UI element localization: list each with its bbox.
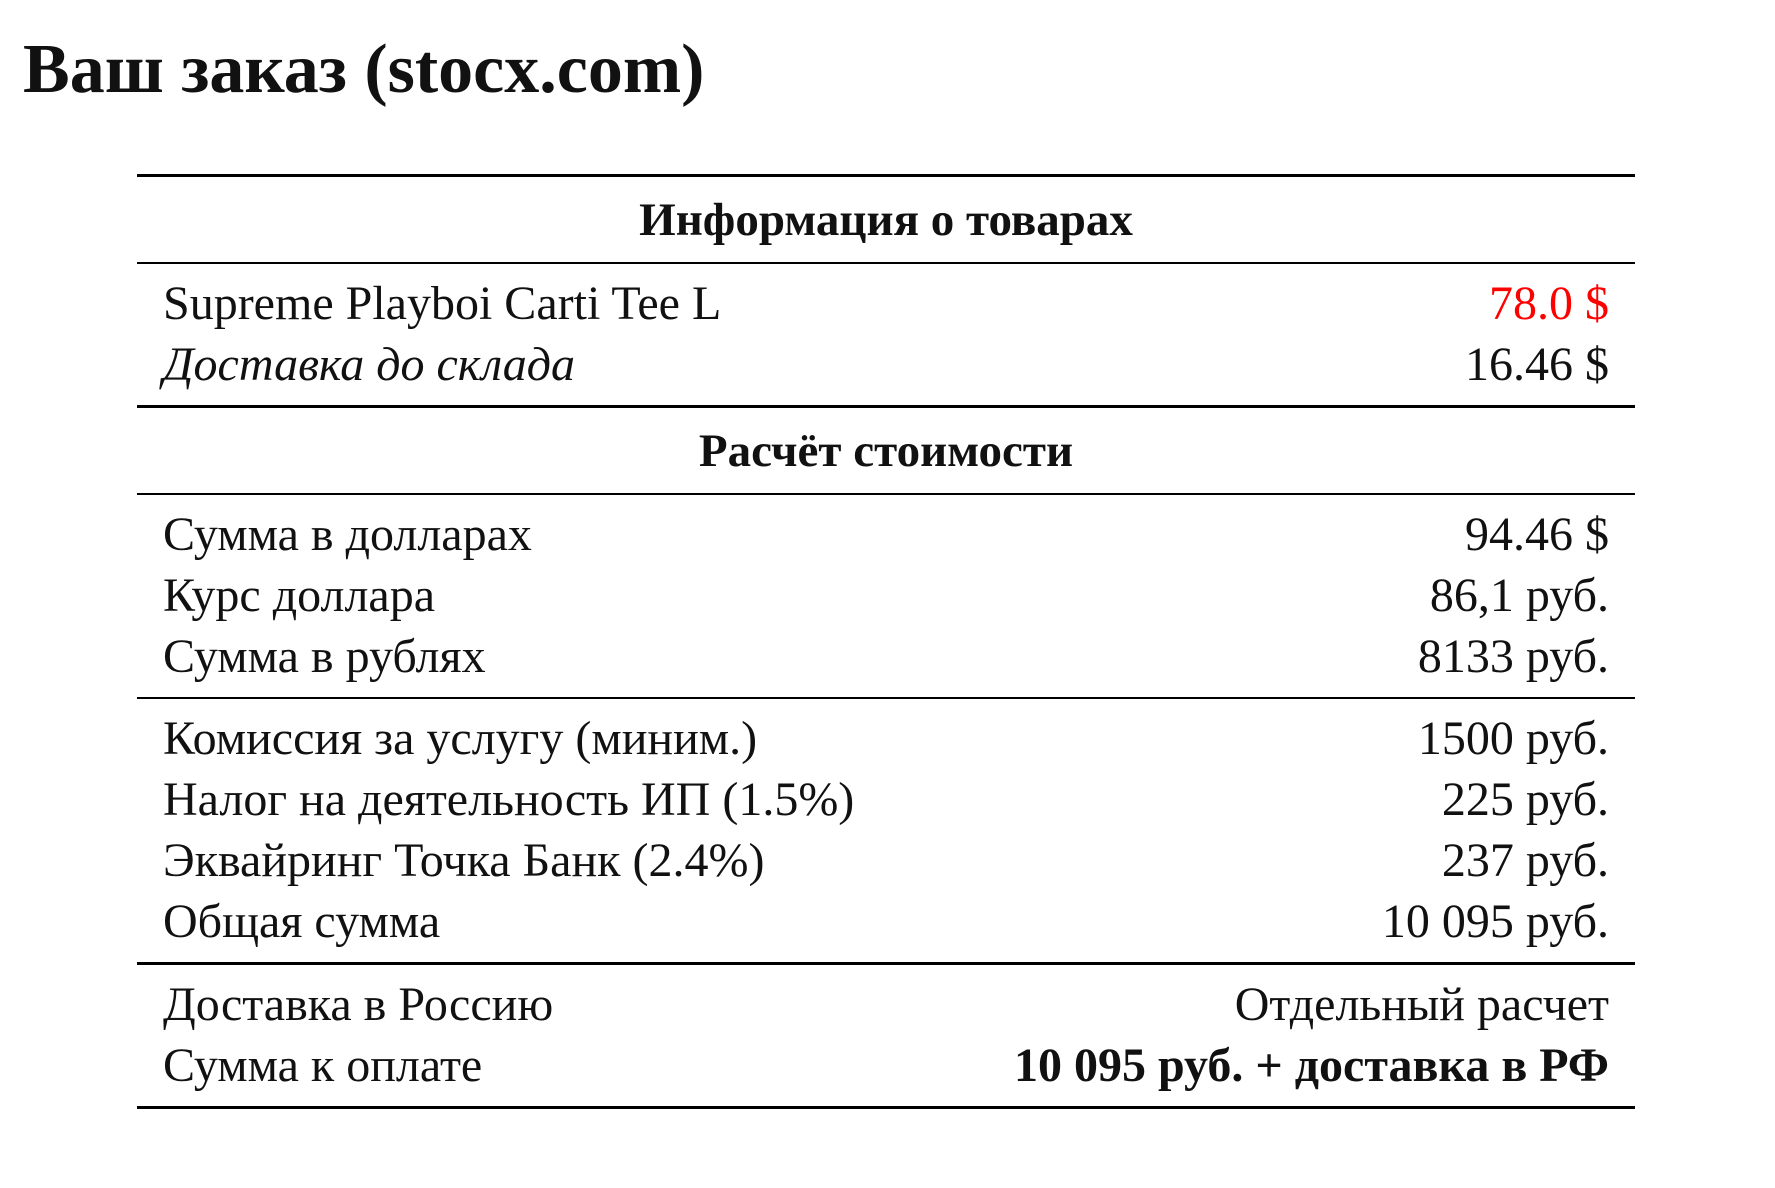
row-label: Сумма к оплате — [163, 1039, 483, 1092]
table-row: Комиссия за услугу (миним.) 1500 руб. — [137, 708, 1635, 769]
warehouse-shipping-label: Доставка до склада — [163, 338, 575, 391]
row-value: 1500 руб. — [1417, 712, 1609, 765]
item-name: Supreme Playboi Carti Tee L — [163, 277, 722, 330]
row-label: Курс доллара — [163, 569, 436, 622]
table-row: Сумма в рублях 8133 руб. — [137, 626, 1635, 687]
table-row-russia-shipping: Доставка в Россию Отдельный расчет — [137, 974, 1635, 1035]
table-row: Налог на деятельность ИП (1.5%) 225 руб. — [137, 769, 1635, 830]
row-label: Доставка в Россию — [163, 978, 554, 1031]
divider — [137, 174, 1635, 177]
divider — [137, 697, 1635, 699]
table-row-total: Общая сумма 10 095 руб. — [137, 891, 1635, 952]
page-title: Ваш заказ (stocx.com) — [23, 31, 705, 108]
row-value: 225 руб. — [1441, 773, 1609, 826]
divider — [137, 493, 1635, 495]
item-price: 78.0 $ — [1489, 277, 1609, 330]
table-row-item: Supreme Playboi Carti Tee L 78.0 $ — [137, 273, 1635, 334]
table-row-warehouse-shipping: Доставка до склада 16.46 $ — [137, 334, 1635, 395]
row-value: 8133 руб. — [1417, 630, 1609, 683]
row-value: 86,1 руб. — [1429, 569, 1609, 622]
row-label: Сумма в долларах — [163, 508, 532, 561]
row-label: Общая сумма — [163, 895, 441, 948]
row-label: Сумма в рублях — [163, 630, 486, 683]
row-label: Налог на деятельность ИП (1.5%) — [163, 773, 855, 826]
divider — [137, 262, 1635, 264]
order-table: Информация о товарах Supreme Playboi Car… — [137, 174, 1635, 1109]
row-label: Эквайринг Точка Банк (2.4%) — [163, 834, 765, 887]
table-row: Курс доллара 86,1 руб. — [137, 565, 1635, 626]
table-row: Эквайринг Точка Банк (2.4%) 237 руб. — [137, 830, 1635, 891]
row-value: Отдельный расчет — [1234, 978, 1609, 1031]
divider — [137, 962, 1635, 965]
row-value: 94.46 $ — [1465, 508, 1609, 561]
divider — [137, 1106, 1635, 1109]
row-label: Комиссия за услугу (миним.) — [163, 712, 758, 765]
calc-section-header: Расчёт стоимости — [698, 424, 1074, 477]
warehouse-shipping-value: 16.46 $ — [1465, 338, 1609, 391]
row-value: 10 095 руб. — [1381, 895, 1609, 948]
table-row: Сумма в долларах 94.46 $ — [137, 504, 1635, 565]
items-section-header: Информация о товарах — [639, 193, 1133, 246]
divider — [137, 405, 1635, 408]
table-row-amount-due: Сумма к оплате 10 095 руб. + доставка в Р… — [137, 1035, 1635, 1096]
row-value: 237 руб. — [1441, 834, 1609, 887]
amount-due-value: 10 095 руб. + доставка в РФ — [1013, 1039, 1609, 1092]
